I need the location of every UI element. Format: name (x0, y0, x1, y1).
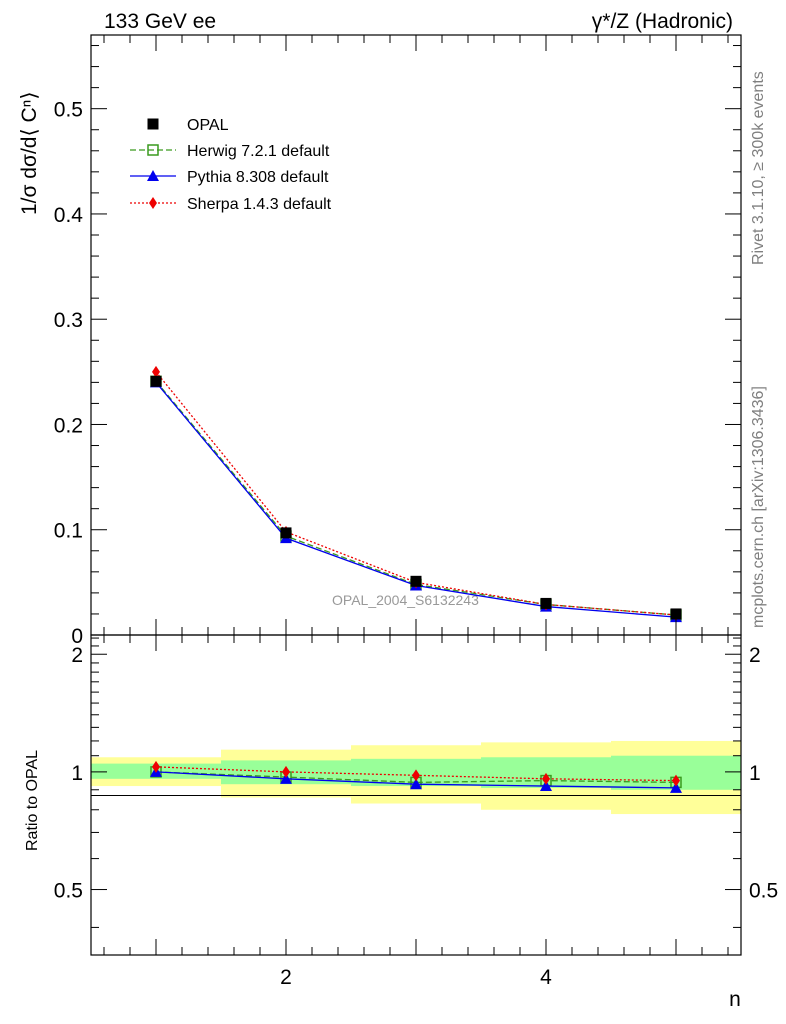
ratio-y-tick-label-left: 2 (71, 644, 83, 667)
ratio-pythia-point-2 (280, 772, 292, 784)
legend: OPAL Herwig 7.2.1 default Pythia 8.308 def… (130, 117, 332, 213)
main-y-tick-label: 0.4 (54, 204, 84, 227)
ratio-y-tick-label-left: 0.5 (54, 880, 83, 903)
main-opal-point-3 (410, 575, 422, 587)
main-opal-point-5 (670, 608, 682, 620)
ratio-y-tick-label-left: 1 (71, 762, 83, 785)
main-sherpa-point-1 (152, 365, 160, 378)
header-right-label: γ*/Z (Hadronic) (592, 10, 733, 33)
ratio-ticks-group: 0.5 0.5 1 1 2 2 2 4 (54, 635, 778, 989)
main-ticks-group: 0 0.1 0.2 0.3 0.4 0.5 (54, 35, 741, 648)
main-y-tick-label: 0.5 (54, 99, 83, 122)
ratio-herwig-line (155, 771, 677, 784)
ratio-sherpa-point-2 (282, 765, 290, 778)
ratio-sherpa-point-5 (672, 774, 680, 787)
ratio-y-tick-label-right: 1 (749, 762, 761, 785)
ratio-series-group (150, 760, 682, 793)
main-y-axis-label: 1/σ dσ/d⟨ Cⁿ⟩ (18, 91, 41, 215)
watermark-label: OPAL_2004_S6132243 (332, 592, 479, 608)
x-tick-label: 4 (540, 966, 552, 989)
ratio-sherpa-point-3 (412, 769, 420, 782)
ratio-sherpa-point-4 (542, 772, 550, 785)
header-left-label: 133 GeV ee (104, 10, 216, 33)
x-axis-label: n (729, 988, 741, 1011)
legend-pythia-label: Pythia 8.308 default (187, 169, 329, 186)
ratio-pythia-point-3 (410, 778, 422, 790)
legend-herwig-marker (147, 144, 159, 156)
ratio-y-axis-label: Ratio to OPAL (24, 750, 41, 851)
ratio-y-tick-label-right: 2 (749, 644, 761, 667)
legend-pythia-marker (147, 170, 159, 181)
ratio-pythia-point-4 (540, 780, 552, 792)
ratio-plot-area: 0.5 0.5 1 1 2 2 2 4 (54, 634, 778, 989)
main-y-tick-label: 0.2 (54, 414, 83, 437)
mcplots-label: mcplots.cern.ch [arXiv:1306.3436] (750, 386, 767, 628)
main-opal-point-4 (540, 597, 552, 609)
main-opal-point-2 (280, 527, 292, 539)
legend-herwig-label: Herwig 7.2.1 default (187, 143, 330, 160)
ratio-y-tick-label-right: 0.5 (749, 880, 778, 903)
legend-sherpa-label: Sherpa 1.4.3 default (187, 196, 332, 213)
legend-opal-marker (147, 118, 159, 130)
main-y-tick-label: 0.1 (54, 520, 83, 543)
main-y-tick-label: 0 (71, 625, 83, 648)
ratio-sherpa-point-1 (152, 760, 160, 773)
main-opal-point-1 (150, 375, 162, 387)
main-plot-area: OPAL_2004_S6132243 0 0.1 0.2 0.3 0.4 0.5 (54, 34, 742, 648)
main-y-tick-label: 0.3 (54, 309, 83, 332)
x-tick-label: 2 (280, 966, 292, 989)
legend-opal-label: OPAL (187, 117, 229, 134)
main-series-group (150, 365, 682, 623)
ratio-pythia-point-5 (670, 781, 682, 793)
rivet-version-label: Rivet 3.1.10, ≥ 300k events (750, 71, 767, 265)
legend-sherpa-marker (149, 197, 157, 209)
